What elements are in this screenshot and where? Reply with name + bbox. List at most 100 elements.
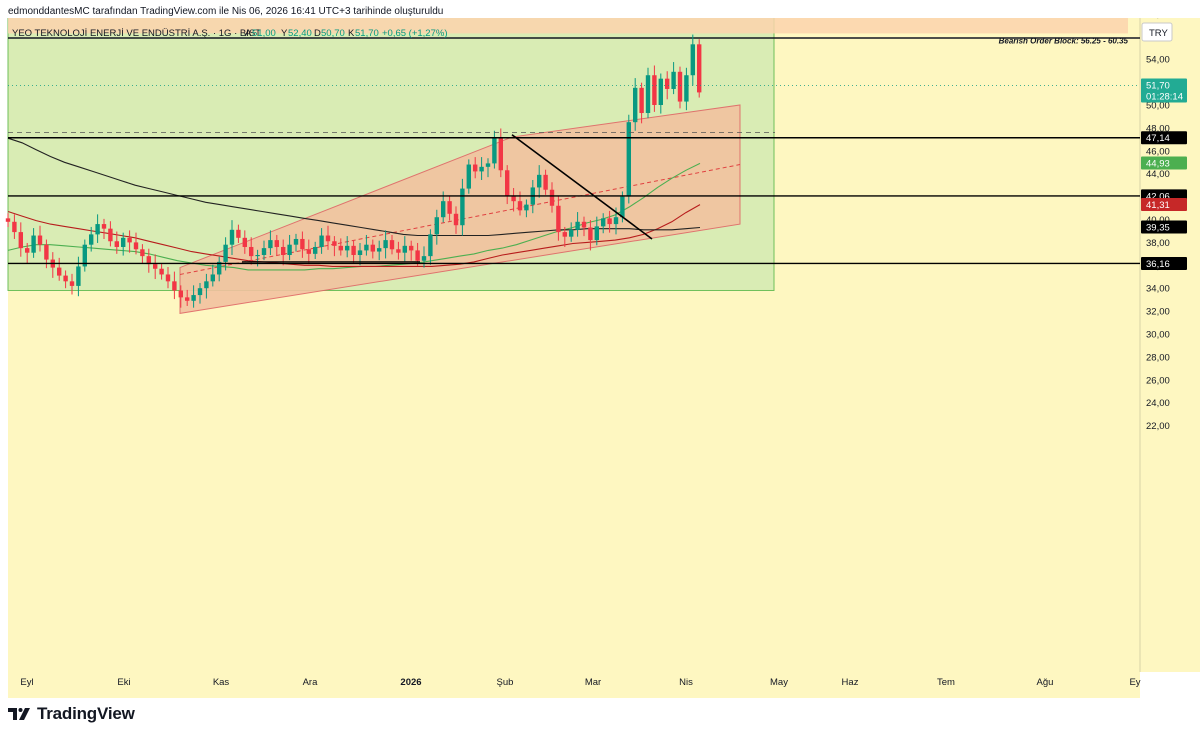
candle[interactable] xyxy=(274,234,279,256)
candle[interactable] xyxy=(5,213,11,227)
candle[interactable] xyxy=(569,222,574,242)
candle[interactable] xyxy=(645,67,651,119)
chart[interactable]: Bearish Order Block: 56.25 - 60.35 22,00… xyxy=(0,18,1200,698)
order-block-zone[interactable] xyxy=(8,18,1128,34)
candle[interactable] xyxy=(31,228,36,258)
candle[interactable] xyxy=(511,188,516,212)
candle[interactable] xyxy=(197,283,203,304)
candle[interactable] xyxy=(306,239,311,265)
candle[interactable] xyxy=(338,238,343,256)
candle[interactable] xyxy=(377,240,382,261)
candle[interactable] xyxy=(549,182,555,213)
candle[interactable] xyxy=(345,236,350,258)
candle[interactable] xyxy=(261,240,267,261)
candle[interactable] xyxy=(210,264,215,287)
candle[interactable] xyxy=(114,231,119,254)
candle[interactable] xyxy=(665,71,670,100)
candle[interactable] xyxy=(229,220,235,255)
candle[interactable] xyxy=(108,221,113,247)
candle[interactable] xyxy=(127,230,132,253)
price-label[interactable]: 44,93 xyxy=(1141,156,1187,170)
candle[interactable] xyxy=(325,225,331,250)
candle[interactable] xyxy=(287,234,292,261)
downtrend-line[interactable] xyxy=(511,134,653,240)
candle[interactable] xyxy=(562,226,567,247)
candle[interactable] xyxy=(479,157,484,180)
candle[interactable] xyxy=(684,67,689,111)
candle[interactable] xyxy=(639,82,644,124)
candle[interactable] xyxy=(460,178,465,236)
candle[interactable] xyxy=(409,240,414,261)
price-label[interactable]: 41,31 xyxy=(1141,198,1187,212)
candle[interactable] xyxy=(332,236,337,257)
candle[interactable] xyxy=(25,242,30,264)
candle[interactable] xyxy=(95,214,100,243)
candle[interactable] xyxy=(159,263,164,280)
price-label[interactable]: 39,35 xyxy=(1141,220,1187,234)
price-label[interactable]: 36,16 xyxy=(1141,256,1187,270)
candle[interactable] xyxy=(249,237,254,265)
candle[interactable] xyxy=(505,165,510,205)
candle[interactable] xyxy=(575,212,580,237)
candle[interactable] xyxy=(172,271,177,300)
candle[interactable] xyxy=(537,165,542,198)
candle[interactable] xyxy=(300,231,305,258)
candle[interactable] xyxy=(12,214,17,239)
candle[interactable] xyxy=(447,196,452,221)
candle[interactable] xyxy=(383,230,388,259)
candle[interactable] xyxy=(607,210,612,233)
candle[interactable] xyxy=(69,273,75,295)
candle[interactable] xyxy=(601,213,606,234)
candle[interactable] xyxy=(370,239,375,259)
candle[interactable] xyxy=(434,209,439,245)
candle[interactable] xyxy=(18,222,23,257)
candle[interactable] xyxy=(140,244,145,264)
candle[interactable] xyxy=(101,218,107,239)
candle[interactable] xyxy=(191,285,196,308)
candle[interactable] xyxy=(389,234,395,255)
candle[interactable] xyxy=(543,169,548,195)
candle[interactable] xyxy=(242,230,247,254)
candle[interactable] xyxy=(204,273,209,299)
candle[interactable] xyxy=(82,239,87,272)
candle[interactable] xyxy=(319,228,324,254)
candle[interactable] xyxy=(677,66,683,109)
symbol-name[interactable]: YEO TEKNOLOJİ ENERJİ VE ENDÜSTRİ A.Ş. · … xyxy=(12,28,261,39)
candle[interactable] xyxy=(121,232,126,256)
candle[interactable] xyxy=(313,241,318,260)
candle[interactable] xyxy=(57,257,62,281)
candle[interactable] xyxy=(690,34,695,86)
candle[interactable] xyxy=(63,270,68,289)
candle[interactable] xyxy=(396,241,401,260)
tradingview-logo[interactable]: TradingView xyxy=(8,704,135,724)
candle[interactable] xyxy=(453,206,459,234)
candle[interactable] xyxy=(498,128,503,178)
candle[interactable] xyxy=(588,220,593,251)
candle[interactable] xyxy=(466,159,471,194)
candle[interactable] xyxy=(697,39,702,98)
candle[interactable] xyxy=(223,237,228,271)
candle[interactable] xyxy=(217,256,222,282)
candle[interactable] xyxy=(351,240,356,264)
candle[interactable] xyxy=(236,224,241,243)
candle[interactable] xyxy=(485,158,491,178)
candle[interactable] xyxy=(133,232,139,255)
candle[interactable] xyxy=(652,65,657,112)
candle[interactable] xyxy=(428,229,433,265)
candle[interactable] xyxy=(594,216,599,246)
candle[interactable] xyxy=(581,216,587,237)
candle[interactable] xyxy=(146,248,151,273)
candle[interactable] xyxy=(633,78,638,131)
candle[interactable] xyxy=(402,236,407,262)
currency-box[interactable] xyxy=(1141,22,1173,42)
candle[interactable] xyxy=(268,230,273,255)
candle[interactable] xyxy=(165,267,171,289)
candle[interactable] xyxy=(671,62,676,95)
candle[interactable] xyxy=(293,233,299,252)
candle[interactable] xyxy=(185,289,190,306)
candle[interactable] xyxy=(658,73,663,114)
candle[interactable] xyxy=(178,285,183,308)
price-label[interactable]: 47,14 xyxy=(1141,131,1187,145)
candle[interactable] xyxy=(556,196,561,241)
